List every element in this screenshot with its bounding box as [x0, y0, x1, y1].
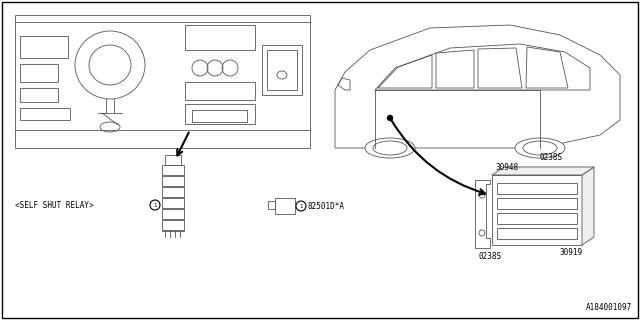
Bar	[497, 213, 577, 224]
Bar	[20, 88, 58, 102]
Bar	[162, 198, 184, 208]
Polygon shape	[492, 167, 594, 175]
Bar	[262, 45, 302, 95]
Bar	[162, 176, 184, 186]
Text: 1: 1	[153, 203, 157, 207]
Bar	[185, 104, 255, 124]
Bar	[497, 198, 577, 209]
Text: 30919: 30919	[560, 248, 583, 257]
Bar	[268, 201, 275, 209]
Bar	[162, 187, 184, 197]
Text: 0238S: 0238S	[478, 252, 501, 261]
Bar	[20, 36, 68, 58]
Circle shape	[150, 200, 160, 210]
Bar	[162, 220, 184, 230]
Bar	[267, 50, 297, 90]
Bar	[165, 155, 181, 165]
Bar	[162, 209, 184, 219]
Text: 82501D*A: 82501D*A	[307, 202, 344, 211]
Polygon shape	[582, 167, 594, 245]
Bar	[162, 165, 184, 175]
Bar	[20, 64, 58, 82]
Circle shape	[387, 116, 392, 121]
Bar	[20, 108, 70, 120]
Text: 30948: 30948	[495, 163, 518, 172]
Bar	[185, 25, 255, 50]
Bar	[492, 175, 582, 245]
Bar	[275, 198, 295, 214]
Circle shape	[296, 201, 306, 211]
Ellipse shape	[365, 138, 415, 158]
Bar	[497, 183, 577, 194]
Text: 0238S: 0238S	[540, 153, 563, 162]
Text: A184001097: A184001097	[586, 303, 632, 312]
Text: 1: 1	[300, 204, 303, 209]
Bar	[192, 110, 247, 122]
Text: <SELF SHUT RELAY>: <SELF SHUT RELAY>	[15, 201, 93, 210]
Bar	[497, 228, 577, 239]
Bar	[185, 82, 255, 100]
Ellipse shape	[515, 138, 565, 158]
